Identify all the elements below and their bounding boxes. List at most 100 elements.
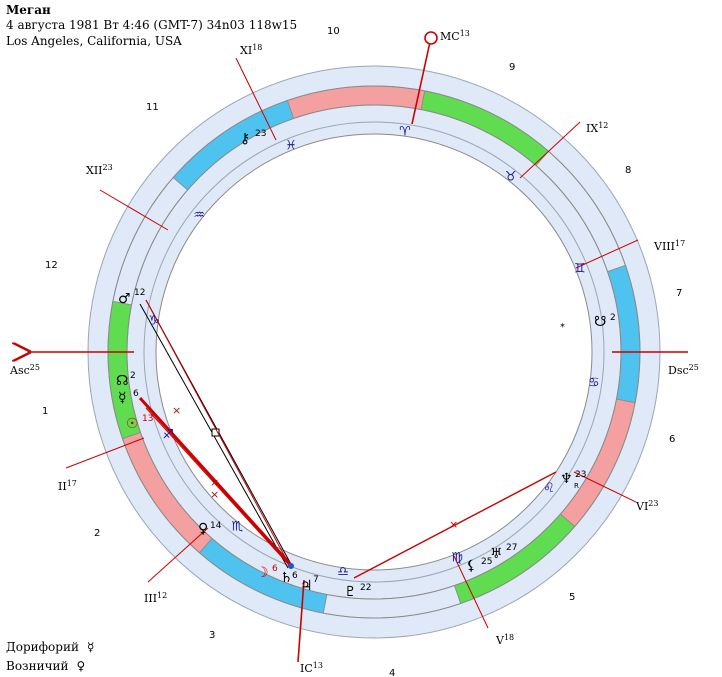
zodiac-sign-glyph: ♌ xyxy=(543,481,555,496)
cusp-vi xyxy=(573,471,637,503)
mc-circle-marker xyxy=(424,31,438,45)
chiron-glyph[interactable]: ⚷ xyxy=(240,131,250,147)
cusp-xii xyxy=(99,189,169,231)
zodiac-sign-glyph: ♋ xyxy=(588,375,600,390)
cusp-label-viii: VIII17 xyxy=(653,239,685,253)
lilith-glyph[interactable]: ⚸ xyxy=(466,558,476,574)
center-star-mark: * xyxy=(560,322,565,333)
cusp-xi xyxy=(235,57,277,141)
zodiac-sign-glyph: ♈ xyxy=(399,125,411,140)
cusp-label-v: V18 xyxy=(495,633,514,647)
cusp-label-vi: VI23 xyxy=(635,499,658,513)
cusp-viii xyxy=(575,239,639,269)
neptune-degree: 23 xyxy=(575,470,586,480)
chart-person-name: Меган xyxy=(6,3,51,17)
zodiac-sign-glyph: ♏ xyxy=(231,519,243,534)
aspect-mercury-saturn xyxy=(138,396,294,568)
cusp-ii xyxy=(65,437,145,469)
house-number-2: 2 xyxy=(94,528,100,539)
house-number-7: 7 xyxy=(676,288,682,299)
zodiac-sign-glyph: ♓ xyxy=(285,139,297,154)
house-number-4: 4 xyxy=(389,668,395,677)
aspect-mark-b: × xyxy=(210,488,219,501)
chiron-degree: 23 xyxy=(255,129,266,139)
zodiac-sign-glyph: ♊ xyxy=(574,261,586,276)
zodiac-sign-glyph: ♐ xyxy=(162,428,174,443)
zodiac-sign-glyph: ♉ xyxy=(505,170,517,185)
house-number-12: 12 xyxy=(45,260,58,271)
aspect-pluto-neptune xyxy=(353,471,557,579)
dsc-label: Dsc25 xyxy=(668,363,699,377)
zodiac-sign-glyph: ♎ xyxy=(337,564,349,579)
sign-glyphs: ♈ ♉ ♊ ♋ ♌ ♍ ♎ ♏ ♐ ♑ ♒ ♓ xyxy=(148,125,599,580)
cusp-iii xyxy=(147,527,209,583)
aspect-mark-c: × xyxy=(449,518,458,531)
sun-glyph[interactable]: ☉ xyxy=(126,416,139,432)
venus-degree: 14 xyxy=(210,521,222,531)
mc-label: MC13 xyxy=(440,29,470,43)
charioteer-legend: Возничий ♀ xyxy=(6,659,85,673)
venus-glyph[interactable]: ♀ xyxy=(198,521,208,537)
moon-glyph[interactable]: ☽ xyxy=(256,565,269,581)
angle-axes xyxy=(28,31,688,663)
uranus-degree: 27 xyxy=(506,543,517,553)
house-number-6: 6 xyxy=(669,434,675,445)
neptune-retrograde-mark: R xyxy=(574,482,579,490)
doryphory-label: Дорифорий xyxy=(6,640,79,654)
north-node-glyph[interactable]: ☊ xyxy=(116,373,128,389)
ic-label: IC13 xyxy=(300,661,323,675)
house-number-3: 3 xyxy=(209,630,215,641)
aspect-opposition-mark: × xyxy=(172,404,181,417)
aspect-mark-a: × xyxy=(210,476,219,489)
aspect-mars-moon xyxy=(145,299,291,567)
pluto-degree: 22 xyxy=(360,583,371,593)
house-number-10: 10 xyxy=(327,26,340,37)
mercury-glyph[interactable]: ☿ xyxy=(118,390,127,406)
doryphory-legend: Дорифорий ☿ xyxy=(6,640,94,654)
cusp-label-xii: XII23 xyxy=(86,163,113,177)
mercury-degree: 6 xyxy=(133,389,139,399)
venus-legend-icon: ♀ xyxy=(76,659,86,673)
neptune-glyph[interactable]: ♆ xyxy=(560,471,573,487)
pluto-glyph[interactable]: ♇ xyxy=(344,584,357,600)
sun-degree: 13 xyxy=(142,414,153,424)
mc-axis xyxy=(411,41,431,125)
zodiac-sign-glyph: ♍ xyxy=(451,550,463,565)
house-numbers: 1 2 3 4 5 6 7 8 9 10 11 12 xyxy=(42,26,682,677)
chart-birth-data: 4 августа 1981 Вт 4:46 (GMT-7) 34n03 118… xyxy=(6,18,298,32)
house-number-5: 5 xyxy=(569,592,575,603)
cusp-label-xi: XI18 xyxy=(240,43,262,57)
mercury-legend-icon: ☿ xyxy=(86,640,95,654)
inner-circle xyxy=(155,133,593,571)
ic-axis xyxy=(297,579,305,663)
saturn-glyph[interactable]: ♄ xyxy=(280,570,293,586)
house-number-8: 8 xyxy=(625,165,631,176)
asc-label: Asc25 xyxy=(9,363,40,377)
saturn-degree: 6 xyxy=(292,571,298,581)
mars-glyph[interactable]: ♂ xyxy=(118,291,131,307)
south-node-degree: 2 xyxy=(610,313,616,323)
aspect-lines: × × × × * xyxy=(138,299,565,579)
planets: ♂ 12 ☊ 2 ☿ 6 ☉ 13 ♀ 14 ☽ 6 ♄ 6 ♃ 7 ♇ 22 … xyxy=(116,129,616,600)
cusp-label-ii: II17 xyxy=(58,479,77,493)
lilith-degree: 25 xyxy=(481,557,492,567)
jupiter-degree: 7 xyxy=(313,575,319,585)
house-number-11: 11 xyxy=(146,102,159,113)
cusp-ix xyxy=(519,121,581,179)
aspect-focus-dot xyxy=(288,563,294,569)
cusp-label-iii: III12 xyxy=(144,591,167,605)
uranus-glyph[interactable]: ♅ xyxy=(490,546,503,562)
charioteer-label: Возничий xyxy=(6,659,69,673)
cusp-label-ix: IX12 xyxy=(586,121,608,135)
jupiter-glyph[interactable]: ♃ xyxy=(300,578,313,594)
house-cusps xyxy=(65,57,639,629)
south-node-glyph[interactable]: ☋ xyxy=(594,314,606,330)
house-number-1: 1 xyxy=(42,406,48,417)
cusp-v xyxy=(453,555,489,629)
zodiac-sign-glyph: ♒ xyxy=(193,208,205,223)
moon-degree: 6 xyxy=(272,564,278,574)
aspect-sun-moon xyxy=(145,407,291,567)
chart-birth-place: Los Angeles, California, USA xyxy=(6,34,182,48)
house-number-9: 9 xyxy=(509,62,515,73)
